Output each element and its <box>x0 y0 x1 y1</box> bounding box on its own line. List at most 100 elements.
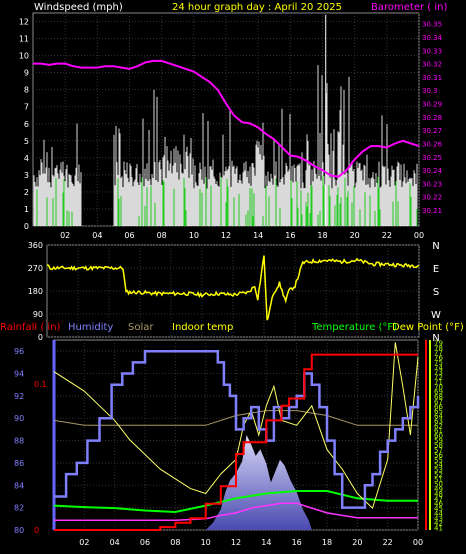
legend-label: Indoor temp <box>172 322 233 333</box>
temperature-tick-label: 49 <box>434 486 443 494</box>
temperature-tick-label: 73 <box>434 369 443 377</box>
temp-legend: Rainfall ( in) Humidity Solar Indoor temp Te… <box>0 322 464 333</box>
temperature-tick-label: 48 <box>434 490 443 498</box>
wind-tick-label: 11 <box>19 35 29 44</box>
indoor-temp-line <box>54 502 418 522</box>
humidity-line <box>54 349 420 509</box>
windspeed-axis-label: Windspeed (mph) <box>34 2 123 13</box>
time-tick-label: 04 <box>92 231 102 240</box>
temperature-tick-label: 61 <box>434 427 443 435</box>
time-tick-label: 00 <box>413 538 423 547</box>
temperature-tick-label: 57 <box>434 447 443 455</box>
time-tick-label: 18 <box>317 231 327 240</box>
humidity-tick-label: 86 <box>14 459 24 468</box>
direction-tick-label: 180 <box>28 287 43 296</box>
temperature-tick-label: 62 <box>434 422 443 430</box>
temperature-tick-label: 41 <box>434 525 443 533</box>
temp-series <box>53 342 420 531</box>
dew-point-line <box>53 490 418 514</box>
solar-radiation-area <box>205 435 312 530</box>
wind-tick-label: 10 <box>19 52 29 61</box>
wind-tick-label: 1 <box>24 205 29 214</box>
temperature-tick-label: 71 <box>434 378 443 386</box>
temperature-tick-label: 45 <box>434 505 443 513</box>
time-tick-label: 18 <box>322 538 332 547</box>
temperature-tick-label: 79 <box>434 339 443 347</box>
time-tick-label: 14 <box>261 538 271 547</box>
barometer-tick-label: 30.31 <box>422 74 442 82</box>
wind-tick-label: 0 <box>24 222 29 231</box>
legend-label: Humidity <box>68 322 113 333</box>
temperature-tick-label: 68 <box>434 393 443 401</box>
rainfall-line <box>54 353 418 531</box>
time-tick-label: 04 <box>110 538 120 547</box>
temperature-tick-label: 65 <box>434 408 443 416</box>
temperature-tick-label: 77 <box>434 349 443 357</box>
temperature-tick-label: 50 <box>434 481 443 489</box>
humidity-tick-label: 94 <box>14 370 24 379</box>
temperature-tick-label: 52 <box>434 471 443 479</box>
wind-tick-label: 3 <box>24 171 29 180</box>
barometer-tick-label: 30.34 <box>422 34 443 42</box>
wind-tick-label: 4 <box>24 154 29 163</box>
chart-title: 24 hour graph day : April 20 2025 <box>172 2 342 13</box>
temperature-tick-label: 70 <box>434 383 443 391</box>
time-tick-label: 12 <box>221 231 231 240</box>
temperature-tick-label: 56 <box>434 451 443 459</box>
wind-direction-panel: 0 N 90 W 180 S 270 E 360 N <box>28 241 441 344</box>
direction-tick-label: 90 <box>33 310 43 319</box>
humidity-tick-label: 90 <box>14 414 24 423</box>
time-tick-label: 22 <box>383 538 393 547</box>
barometer-tick-label: 30.24 <box>422 167 443 175</box>
temperature-tick-label: 74 <box>434 364 443 372</box>
time-tick-label: 14 <box>253 231 263 240</box>
temperature-tick-label: 63 <box>434 417 443 425</box>
time-tick-label: 12 <box>231 538 241 547</box>
direction-tick-label: 360 <box>28 241 43 250</box>
temperature-tick-label: 72 <box>434 374 443 382</box>
temperature-tick-label: 44 <box>434 510 443 518</box>
temperature-tick-label: 42 <box>434 520 443 528</box>
temperature-tick-label: 67 <box>434 398 443 406</box>
humidity-tick-label: 88 <box>14 437 24 446</box>
humidity-tick-label: 82 <box>14 504 24 513</box>
legend-label: Dew Point (°F) <box>392 322 464 333</box>
barometer-tick-label: 30.27 <box>422 127 442 135</box>
time-tick-label: 16 <box>285 231 295 240</box>
humidity-tick-label: 92 <box>14 392 24 401</box>
time-tick-label: 06 <box>140 538 150 547</box>
humidity-tick-label: 96 <box>14 347 24 356</box>
direction-ticks: 0 N 90 W 180 S 270 E 360 N <box>28 241 441 344</box>
temperature-tick-label: 46 <box>434 500 443 508</box>
temperature-line <box>53 342 419 510</box>
direction-tick-label: 270 <box>28 264 43 273</box>
barometer-tick-label: 30.33 <box>422 47 442 55</box>
time-tick-label: 00 <box>414 231 424 240</box>
time-tick-label: 02 <box>60 231 70 240</box>
temperature-tick-label: 66 <box>434 403 443 411</box>
wind-tick-label: 8 <box>24 86 29 95</box>
temperature-panel: 80 82 84 86 88 90 92 94 96 4142434445464748495051… <box>0 322 464 547</box>
temperature-tick-label: 58 <box>434 442 443 450</box>
barometer-tick-label: 30.25 <box>422 154 442 162</box>
direction-grid <box>47 244 420 338</box>
wind-tick-label: 12 <box>19 18 29 27</box>
time-tick-label: 22 <box>382 231 392 240</box>
time-tick-label: 08 <box>157 231 167 240</box>
barometer-tick-label: 30.21 <box>422 207 442 215</box>
wind-tick-label: 2 <box>24 188 29 197</box>
temperature-tick-label: 59 <box>434 437 443 445</box>
wind-ticks: 012345678910111230.2130.2230.2330.2430.2… <box>19 18 443 240</box>
wind-tick-label: 6 <box>24 120 29 129</box>
rain-tick-label: 0.1 <box>34 380 47 389</box>
barometer-tick-label: 30.3 <box>422 87 438 95</box>
windspeed-bars <box>33 14 418 226</box>
wind-tick-label: 5 <box>24 137 29 146</box>
temperature-tick-label: 75 <box>434 359 443 367</box>
barometer-tick-label: 30.35 <box>422 21 442 29</box>
rain-tick-label: 0 <box>34 526 39 535</box>
temperature-tick-label: 54 <box>434 461 443 469</box>
direction-tick-label: 0 <box>38 333 43 342</box>
wind-direction-line <box>46 255 420 321</box>
temperature-tick-label: 43 <box>434 515 443 523</box>
